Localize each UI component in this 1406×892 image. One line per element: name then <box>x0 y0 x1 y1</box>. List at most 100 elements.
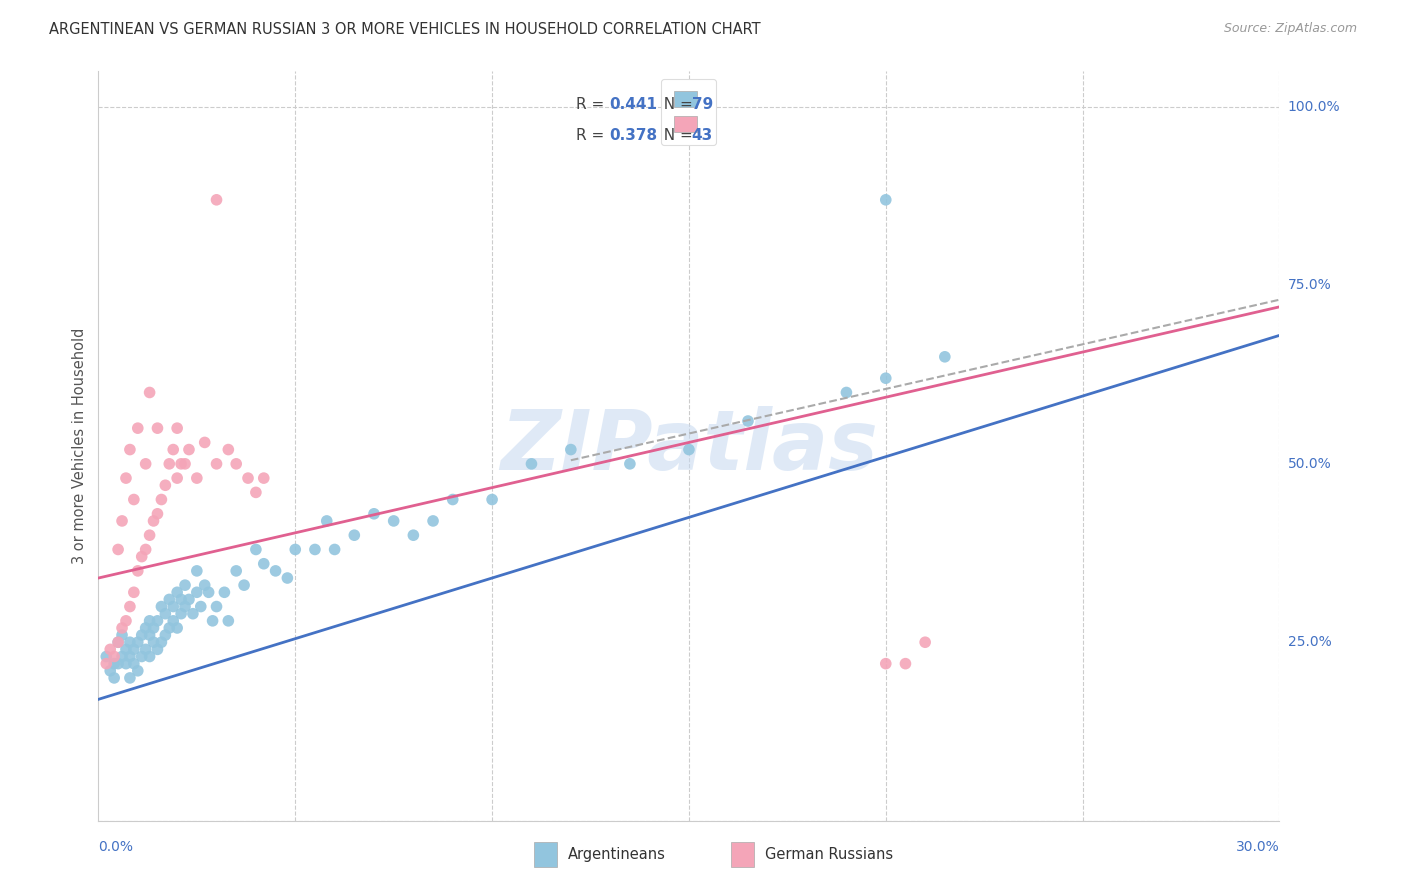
Point <box>135 542 157 557</box>
Point <box>875 657 897 671</box>
Point <box>225 457 247 471</box>
Point <box>166 471 188 485</box>
Point <box>186 585 208 599</box>
Y-axis label: 3 or more Vehicles in Household: 3 or more Vehicles in Household <box>72 328 87 564</box>
Point <box>96 649 118 664</box>
Point <box>174 578 197 592</box>
Point <box>157 457 180 471</box>
Text: N =: N = <box>654 128 697 143</box>
Point <box>402 528 425 542</box>
Point <box>111 628 134 642</box>
Point <box>217 442 239 457</box>
Point <box>127 664 149 678</box>
Text: 75.0%: 75.0% <box>1288 278 1331 293</box>
Point <box>264 564 287 578</box>
Text: 50.0%: 50.0% <box>1288 457 1331 471</box>
Point <box>103 649 125 664</box>
Point <box>155 478 177 492</box>
Point <box>190 599 212 614</box>
Point <box>111 649 134 664</box>
Point <box>170 457 193 471</box>
Point <box>103 657 125 671</box>
Point <box>162 614 184 628</box>
Point <box>194 435 217 450</box>
Point <box>323 542 346 557</box>
Point <box>170 592 193 607</box>
Point <box>162 599 184 614</box>
Point <box>127 421 149 435</box>
Point <box>127 564 149 578</box>
Point <box>236 471 259 485</box>
Point <box>150 599 173 614</box>
Point <box>107 657 129 671</box>
Point <box>162 442 184 457</box>
Point <box>177 442 200 457</box>
Point <box>197 585 219 599</box>
Point <box>894 657 917 671</box>
Point <box>835 385 858 400</box>
Point <box>934 350 956 364</box>
Point <box>253 557 276 571</box>
Point <box>118 671 141 685</box>
Point <box>304 542 326 557</box>
Point <box>284 542 307 557</box>
Point <box>875 193 897 207</box>
Text: German Russians: German Russians <box>765 847 893 862</box>
Point <box>155 607 177 621</box>
Point <box>343 528 366 542</box>
Point <box>253 471 276 485</box>
Point <box>138 385 160 400</box>
Point <box>131 628 153 642</box>
Point <box>122 585 145 599</box>
Point <box>363 507 385 521</box>
Point <box>146 507 169 521</box>
Point <box>118 599 141 614</box>
Point <box>560 442 582 457</box>
Point <box>138 649 160 664</box>
Point <box>98 664 121 678</box>
Text: 43: 43 <box>692 128 713 143</box>
Point <box>122 642 145 657</box>
Point <box>107 542 129 557</box>
Text: ARGENTINEAN VS GERMAN RUSSIAN 3 OR MORE VEHICLES IN HOUSEHOLD CORRELATION CHART: ARGENTINEAN VS GERMAN RUSSIAN 3 OR MORE … <box>49 22 761 37</box>
Point <box>122 492 145 507</box>
Point <box>107 635 129 649</box>
Point <box>233 578 256 592</box>
Point <box>122 657 145 671</box>
Point <box>115 614 138 628</box>
Point <box>146 421 169 435</box>
Text: Source: ZipAtlas.com: Source: ZipAtlas.com <box>1223 22 1357 36</box>
Point <box>481 492 503 507</box>
Point <box>225 564 247 578</box>
Text: R =: R = <box>576 97 610 112</box>
Point <box>131 549 153 564</box>
Text: ZIPatlas: ZIPatlas <box>501 406 877 486</box>
Text: 25.0%: 25.0% <box>1288 635 1331 649</box>
Point <box>138 528 160 542</box>
Point <box>619 457 641 471</box>
Point <box>115 657 138 671</box>
Point <box>157 621 180 635</box>
Point <box>201 614 224 628</box>
Point <box>177 592 200 607</box>
Text: 79: 79 <box>692 97 713 112</box>
Point <box>186 564 208 578</box>
Point <box>135 457 157 471</box>
Legend: , : , <box>661 79 717 145</box>
Point <box>382 514 405 528</box>
Text: 0.0%: 0.0% <box>98 840 134 855</box>
Text: 30.0%: 30.0% <box>1236 840 1279 855</box>
Point <box>127 635 149 649</box>
Point <box>142 621 165 635</box>
Point <box>205 599 228 614</box>
Point <box>142 514 165 528</box>
Point <box>118 649 141 664</box>
Point <box>155 628 177 642</box>
Point <box>441 492 464 507</box>
Point <box>520 457 543 471</box>
Point <box>737 414 759 428</box>
Point <box>115 642 138 657</box>
Point <box>98 642 121 657</box>
Point <box>111 621 134 635</box>
Point <box>166 621 188 635</box>
